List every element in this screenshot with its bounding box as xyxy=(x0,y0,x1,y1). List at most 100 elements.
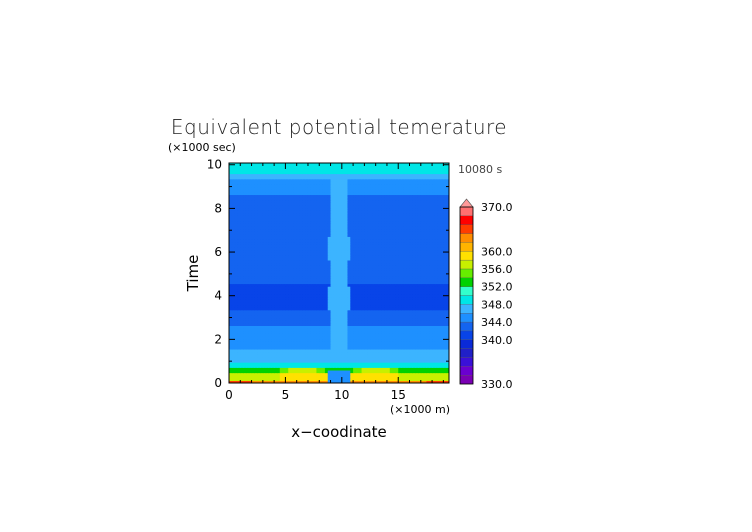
heatmap-cell xyxy=(288,296,292,300)
heatmap-cell xyxy=(389,333,394,337)
heatmap-cell xyxy=(302,270,306,274)
heatmap-cell xyxy=(429,286,433,290)
heatmap-cell xyxy=(282,283,287,287)
heatmap-cell xyxy=(415,257,419,261)
heatmap-cell xyxy=(341,244,346,248)
heatmap-cell xyxy=(265,301,270,306)
heatmap-cell xyxy=(330,309,334,313)
heatmap-cell xyxy=(350,307,354,311)
heatmap-cell xyxy=(240,215,244,219)
heatmap-cell xyxy=(302,246,306,251)
heatmap-cell xyxy=(268,312,272,316)
heatmap-cell xyxy=(409,307,413,311)
heatmap-cell xyxy=(401,231,405,235)
heatmap-cell xyxy=(355,359,360,363)
heatmap-cell xyxy=(237,278,241,282)
heatmap-cell xyxy=(403,312,408,316)
heatmap-cell xyxy=(426,252,430,256)
heatmap-cell xyxy=(384,218,388,222)
heatmap-cell xyxy=(330,241,334,245)
heatmap-cell xyxy=(446,312,449,316)
heatmap-cell xyxy=(384,231,388,235)
heatmap-cell xyxy=(440,351,444,355)
heatmap-cell xyxy=(327,377,332,381)
heatmap-cell xyxy=(406,354,411,358)
heatmap-cell xyxy=(243,273,247,277)
heatmap-cell xyxy=(319,286,323,290)
heatmap-cell xyxy=(291,322,295,326)
heatmap-cell xyxy=(344,328,349,332)
heatmap-cell xyxy=(333,267,337,271)
heatmap-cell xyxy=(276,283,281,287)
heatmap-cell xyxy=(319,259,323,264)
heatmap-cell xyxy=(409,369,413,374)
heatmap-cell xyxy=(350,301,354,306)
heatmap-cell xyxy=(423,314,428,319)
heatmap-cell xyxy=(386,372,391,376)
heatmap-cell xyxy=(302,372,306,376)
heatmap-cell xyxy=(409,233,413,237)
heatmap-cell xyxy=(319,278,323,282)
heatmap-cell xyxy=(271,367,275,371)
heatmap-cell xyxy=(240,254,244,258)
heatmap-cell xyxy=(299,283,303,287)
heatmap-cell xyxy=(440,314,444,319)
heatmap-cell xyxy=(322,330,326,334)
heatmap-cell xyxy=(339,296,343,300)
heatmap-cell xyxy=(432,325,436,329)
heatmap-cell xyxy=(282,320,287,324)
heatmap-cell xyxy=(245,317,250,321)
heatmap-cell xyxy=(251,259,255,264)
heatmap-cell xyxy=(333,259,337,264)
heatmap-cell xyxy=(432,238,436,243)
heatmap-cell xyxy=(361,220,365,224)
heatmap-cell xyxy=(370,215,374,219)
heatmap-cell xyxy=(313,288,318,292)
heatmap-cell xyxy=(274,233,278,237)
heatmap-cell xyxy=(347,372,351,376)
heatmap-cell xyxy=(254,257,258,261)
heatmap-cell xyxy=(432,259,436,264)
heatmap-cell xyxy=(417,280,422,285)
heatmap-cell xyxy=(237,249,241,253)
heatmap-cell xyxy=(327,246,332,251)
heatmap-cell xyxy=(372,283,377,287)
heatmap-cell xyxy=(288,364,292,368)
heatmap-cell xyxy=(254,288,258,292)
heatmap-cell xyxy=(324,275,329,279)
heatmap-cell xyxy=(440,354,444,358)
heatmap-cell xyxy=(313,346,318,350)
heatmap-cell xyxy=(299,254,303,258)
heatmap-cell xyxy=(446,238,449,243)
heatmap-cell xyxy=(288,223,292,227)
heatmap-cell xyxy=(434,262,439,266)
heatmap-cell xyxy=(350,270,354,274)
heatmap-cell xyxy=(381,312,385,316)
heatmap-cell xyxy=(437,299,442,303)
heatmap-cell xyxy=(398,225,402,230)
heatmap-cell xyxy=(231,275,236,279)
heatmap-cell xyxy=(432,312,436,316)
heatmap-cell xyxy=(344,267,349,271)
heatmap-cell xyxy=(378,356,382,361)
heatmap-cell xyxy=(423,359,428,363)
heatmap-cell xyxy=(251,244,255,248)
heatmap-cell xyxy=(370,225,374,230)
heatmap-cell xyxy=(381,314,385,319)
heatmap-cell xyxy=(370,252,374,256)
heatmap-cell xyxy=(355,354,360,358)
heatmap-cell xyxy=(386,254,391,258)
heatmap-cell xyxy=(370,333,374,337)
heatmap-cell xyxy=(364,280,368,285)
heatmap-cell xyxy=(361,223,365,227)
heatmap-cell xyxy=(361,333,365,337)
heatmap-cell xyxy=(240,343,244,347)
heatmap-cell xyxy=(262,367,267,371)
heatmap-cell xyxy=(417,291,422,295)
heatmap-cell xyxy=(231,212,236,216)
heatmap-cell xyxy=(248,244,253,248)
heatmap-cell xyxy=(367,314,371,319)
heatmap-cell xyxy=(375,231,380,235)
heatmap-cell xyxy=(324,215,329,219)
heatmap-cell xyxy=(395,359,399,363)
